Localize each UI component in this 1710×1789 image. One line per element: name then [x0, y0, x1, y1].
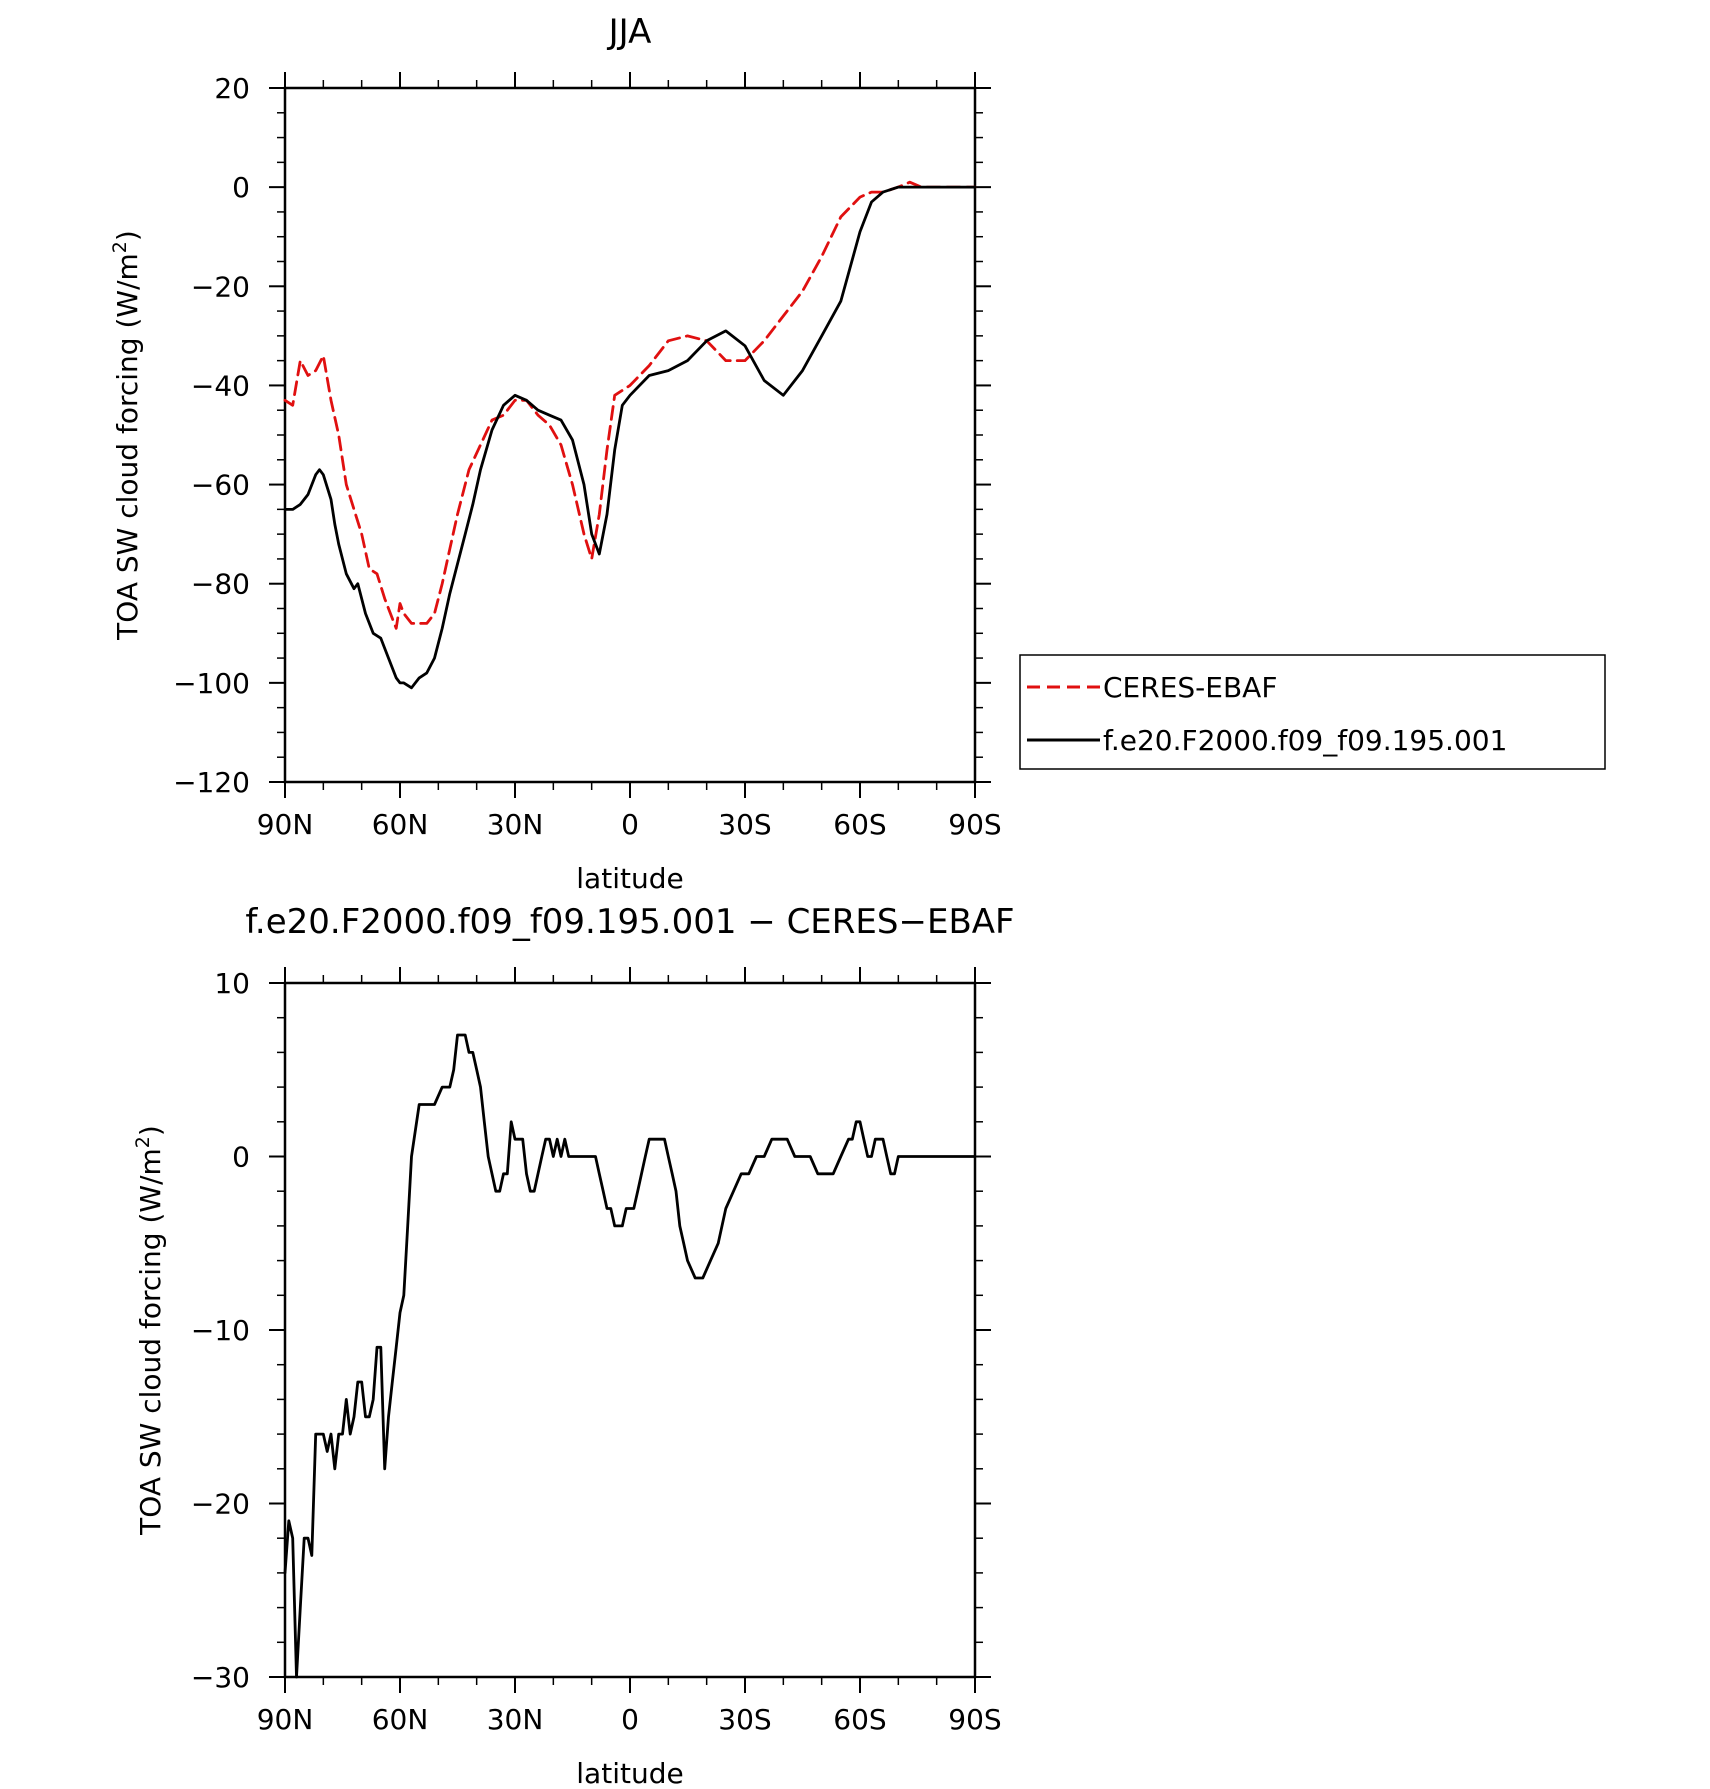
series-lines [283, 1033, 977, 1679]
x-tick-labels: 90N 60N 30N 0 30S 60S 90S [257, 808, 1002, 841]
series-line-ceres [283, 180, 977, 630]
x-tick-label: 90S [948, 1703, 1001, 1736]
series-line-model [283, 1033, 977, 1679]
y-axis-label: TOA SW cloud forcing (W/m2) [109, 230, 144, 641]
y-tick-label: −30 [191, 1661, 250, 1694]
y-tick-labels: 20 0 −20 −40 −60 −80 −100 −120 [173, 72, 250, 799]
chart-panel-top: JJA 90N 60N 30N 0 30S 60S 90S 20 0 −20 −40 −60 −80 −… [109, 12, 1606, 895]
y-axis-label-close: ) [134, 1125, 167, 1136]
legend-label-ceres: CERES-EBAF [1103, 671, 1277, 704]
chart-title: JJA [607, 12, 652, 52]
series-lines [283, 180, 977, 690]
plot-area [269, 72, 991, 798]
y-tick-label: 10 [214, 967, 250, 1000]
y-tick-label: −60 [191, 469, 250, 502]
y-tick-label: −20 [191, 270, 250, 303]
legend: CERES-EBAF f.e20.F2000.f09_f09.195.001 [1019, 654, 1606, 770]
tick-marks [269, 967, 991, 1693]
y-axis-label-text: TOA SW cloud forcing (W/m [134, 1148, 167, 1536]
chart-panel-bottom: f.e20.F2000.f09_f09.195.001 − CERES−EBAF… [132, 902, 1015, 1789]
x-axis-label: latitude [576, 862, 683, 895]
x-tick-label: 90N [257, 808, 314, 841]
y-tick-label: 0 [232, 171, 250, 204]
plot-area [269, 967, 991, 1693]
y-tick-label: 20 [214, 72, 250, 105]
x-tick-label: 60N [372, 808, 429, 841]
y-tick-label: −10 [191, 1314, 250, 1347]
y-axis-label-text: TOA SW cloud forcing (W/m [111, 253, 144, 641]
chart-title: f.e20.F2000.f09_f09.195.001 − CERES−EBAF [245, 902, 1014, 942]
legend-box [1019, 654, 1606, 770]
x-tick-label: 60S [833, 1703, 886, 1736]
y-axis-label: TOA SW cloud forcing (W/m2) [132, 1125, 167, 1536]
x-tick-label: 60S [833, 808, 886, 841]
x-tick-label: 90S [948, 808, 1001, 841]
legend-label-model: f.e20.F2000.f09_f09.195.001 [1103, 724, 1507, 757]
x-tick-label: 30S [718, 1703, 771, 1736]
tick-marks [269, 72, 991, 798]
y-axis-label-sup: 2 [109, 241, 131, 253]
y-tick-labels: 10 0 −10 −20 −30 [191, 967, 250, 1694]
x-axis-label: latitude [576, 1757, 683, 1789]
plot-frame [283, 981, 977, 1679]
y-tick-label: −80 [191, 568, 250, 601]
y-tick-label: −100 [173, 667, 250, 700]
y-tick-label: 0 [232, 1141, 250, 1174]
x-tick-label: 60N [372, 1703, 429, 1736]
y-axis-label-close: ) [111, 230, 144, 241]
y-axis-label-sup: 2 [132, 1136, 154, 1148]
x-tick-label: 30S [718, 808, 771, 841]
y-tick-label: −40 [191, 369, 250, 402]
x-tick-label: 0 [621, 808, 639, 841]
x-tick-label: 90N [257, 1703, 314, 1736]
x-tick-labels: 90N 60N 30N 0 30S 60S 90S [257, 1703, 1002, 1736]
y-tick-label: −20 [191, 1488, 250, 1521]
series-line-model [283, 185, 977, 690]
y-tick-label: −120 [173, 766, 250, 799]
x-tick-label: 30N [487, 808, 544, 841]
x-tick-label: 0 [621, 1703, 639, 1736]
x-tick-label: 30N [487, 1703, 544, 1736]
